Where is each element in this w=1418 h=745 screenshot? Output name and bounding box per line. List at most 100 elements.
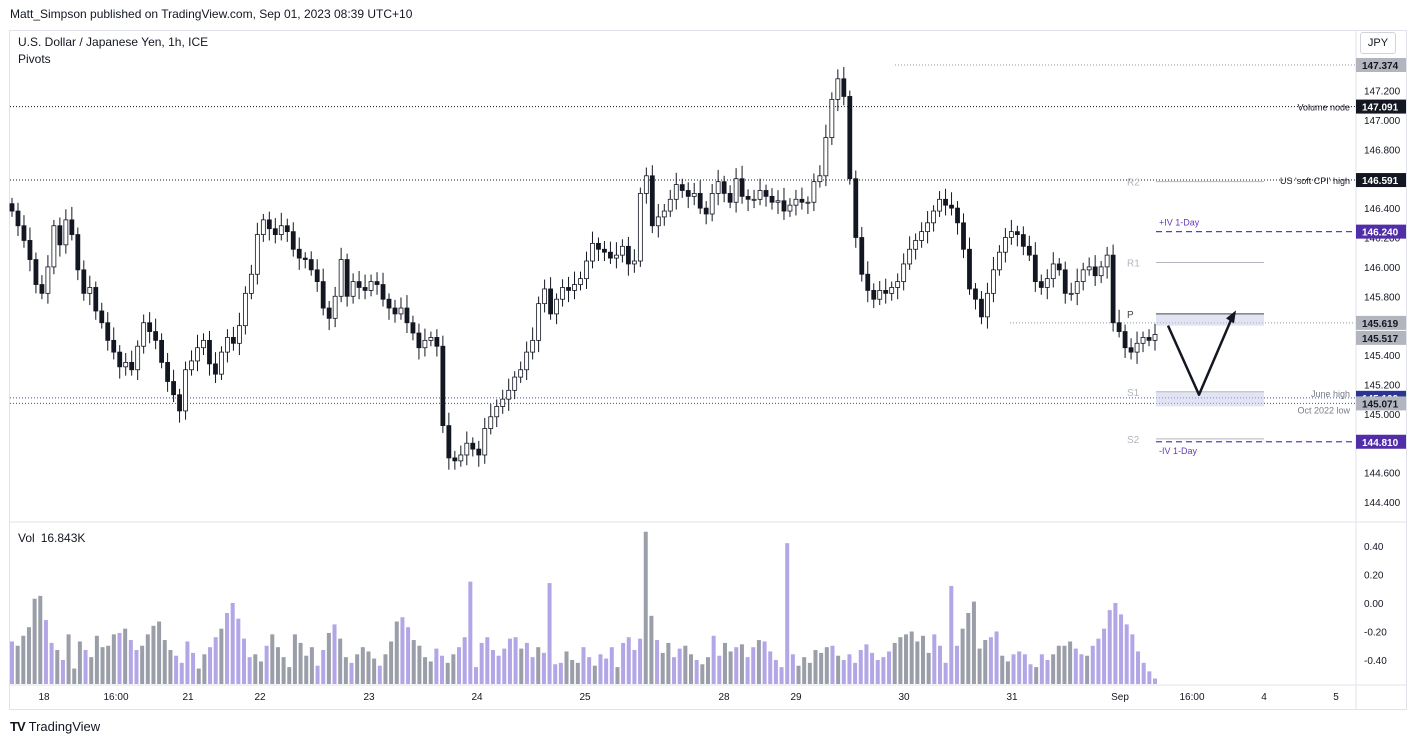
- volume-bar: [592, 665, 597, 684]
- candle: [1068, 282, 1074, 301]
- candle-body: [248, 273, 254, 294]
- volume-bar: [643, 531, 648, 684]
- volume-bar: [666, 642, 671, 684]
- candle-body: [560, 287, 565, 300]
- volume-bar: [530, 657, 535, 684]
- candle-body: [655, 216, 661, 227]
- candle-body: [883, 290, 889, 294]
- candle-body: [338, 259, 344, 297]
- candle-body: [667, 198, 673, 212]
- candle-body: [859, 237, 865, 275]
- volume-bar: [151, 625, 156, 684]
- candle: [135, 340, 141, 381]
- time-tick-label: 30: [898, 692, 910, 703]
- candle: [416, 323, 422, 360]
- candle: [1152, 323, 1158, 351]
- price-tick-label: 145.000: [1364, 410, 1401, 421]
- time-tick-label: 21: [182, 692, 194, 703]
- pivots-indicator-label[interactable]: Pivots: [18, 52, 51, 66]
- candle: [476, 440, 482, 467]
- volume-bar: [111, 634, 116, 684]
- level-label: Volume node: [1297, 103, 1350, 113]
- candle-body: [404, 307, 410, 324]
- candle-body: [871, 290, 877, 300]
- candle: [1008, 219, 1014, 245]
- candle-body: [123, 362, 129, 368]
- candle-body: [147, 322, 153, 332]
- candle: [1086, 257, 1092, 276]
- volume-bar: [711, 635, 716, 684]
- candle-body: [823, 137, 829, 177]
- tradingview-logo-icon: TV: [10, 719, 26, 734]
- volume-bar: [1068, 641, 1073, 684]
- volume-bar: [790, 654, 795, 684]
- volume-bar: [1102, 628, 1107, 684]
- candle: [811, 173, 817, 212]
- candle: [536, 296, 542, 353]
- candle: [919, 222, 925, 248]
- candle: [344, 253, 350, 307]
- time-tick-label: 29: [790, 692, 802, 703]
- volume-bar: [219, 628, 224, 684]
- volume-bar: [315, 665, 320, 684]
- candle-body: [763, 190, 769, 197]
- candle-body: [458, 454, 464, 462]
- volume-bar: [89, 657, 94, 684]
- candle: [380, 272, 386, 307]
- volume-bar: [971, 601, 976, 684]
- candle: [955, 201, 960, 235]
- candle-body: [805, 201, 811, 204]
- candle-body: [793, 198, 799, 206]
- candle-body: [75, 234, 81, 271]
- time-tick-label: Sep: [1111, 692, 1129, 703]
- volume-bar: [77, 641, 82, 684]
- volume-bar: [117, 632, 122, 684]
- currency-button[interactable]: JPY: [1360, 32, 1396, 54]
- volume-bar: [140, 645, 145, 684]
- price-axis-label-text: 146.240: [1362, 228, 1399, 239]
- candle: [213, 352, 218, 383]
- volume-bar: [547, 583, 552, 684]
- volume-bar: [179, 662, 184, 684]
- candle: [751, 189, 757, 209]
- volume-bar: [841, 660, 846, 684]
- volume-legend[interactable]: Vol 16.843K: [18, 531, 91, 545]
- candle: [440, 335, 446, 433]
- candle: [566, 276, 571, 303]
- candle-body: [1074, 281, 1080, 294]
- candle-body: [464, 442, 470, 456]
- volume-bar: [377, 665, 382, 684]
- candle: [81, 260, 87, 301]
- candle-body: [787, 204, 793, 212]
- tradingview-logo[interactable]: TV TradingView: [10, 719, 100, 734]
- candle-body: [21, 225, 27, 241]
- candle: [284, 218, 290, 242]
- candle: [27, 227, 33, 272]
- candle: [991, 256, 996, 303]
- candle: [350, 273, 356, 304]
- volume-bar: [728, 651, 733, 684]
- time-tick-label: 22: [254, 692, 266, 703]
- symbol-title[interactable]: U.S. Dollar / Japanese Yen, 1h, ICE: [18, 35, 209, 49]
- candle: [51, 219, 57, 275]
- volume-bar: [807, 662, 812, 684]
- candle: [907, 236, 913, 270]
- price-axis-label-bg: [1356, 315, 1406, 330]
- candle: [21, 215, 27, 248]
- candle: [296, 237, 302, 270]
- volume-bar: [558, 662, 563, 684]
- candle-body: [272, 228, 278, 235]
- candle: [392, 299, 398, 323]
- candle-body: [254, 234, 260, 275]
- candle: [266, 211, 272, 241]
- candle: [817, 165, 823, 188]
- candle: [165, 353, 170, 392]
- candle-body: [679, 184, 685, 191]
- candle: [219, 346, 224, 381]
- support-label: June high: [1311, 389, 1350, 399]
- tradingview-brand: TradingView: [28, 719, 101, 734]
- candle: [524, 341, 530, 381]
- volume-bar: [892, 642, 897, 684]
- candle: [745, 189, 751, 212]
